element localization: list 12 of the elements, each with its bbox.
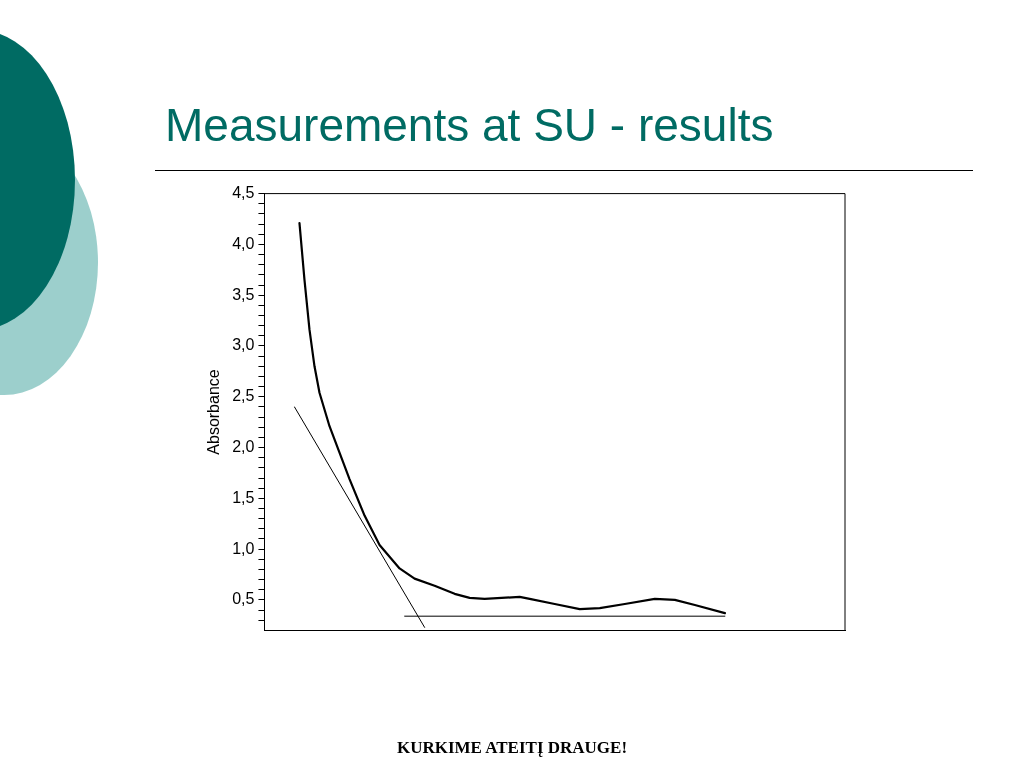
text: KURKIME ATEITĮ DRAUGE! [395, 738, 629, 758]
y-tick-label: 4,5 [232, 184, 255, 202]
y-axis-title: Absorbance [205, 369, 223, 455]
y-tick-label: 1,5 [232, 488, 255, 506]
y-tick-label: 1,0 [232, 539, 255, 557]
y-tick-label: 3,0 [232, 336, 255, 354]
y-tick-label: 3,5 [232, 285, 255, 303]
y-tick-label: 0,5 [232, 590, 255, 608]
y-tick-label: 2,5 [232, 387, 255, 405]
chart-title: Measurements at SU - results [165, 98, 774, 152]
y-tick-label: 2,0 [232, 437, 255, 455]
y-tick-label: 4,0 [232, 234, 255, 252]
